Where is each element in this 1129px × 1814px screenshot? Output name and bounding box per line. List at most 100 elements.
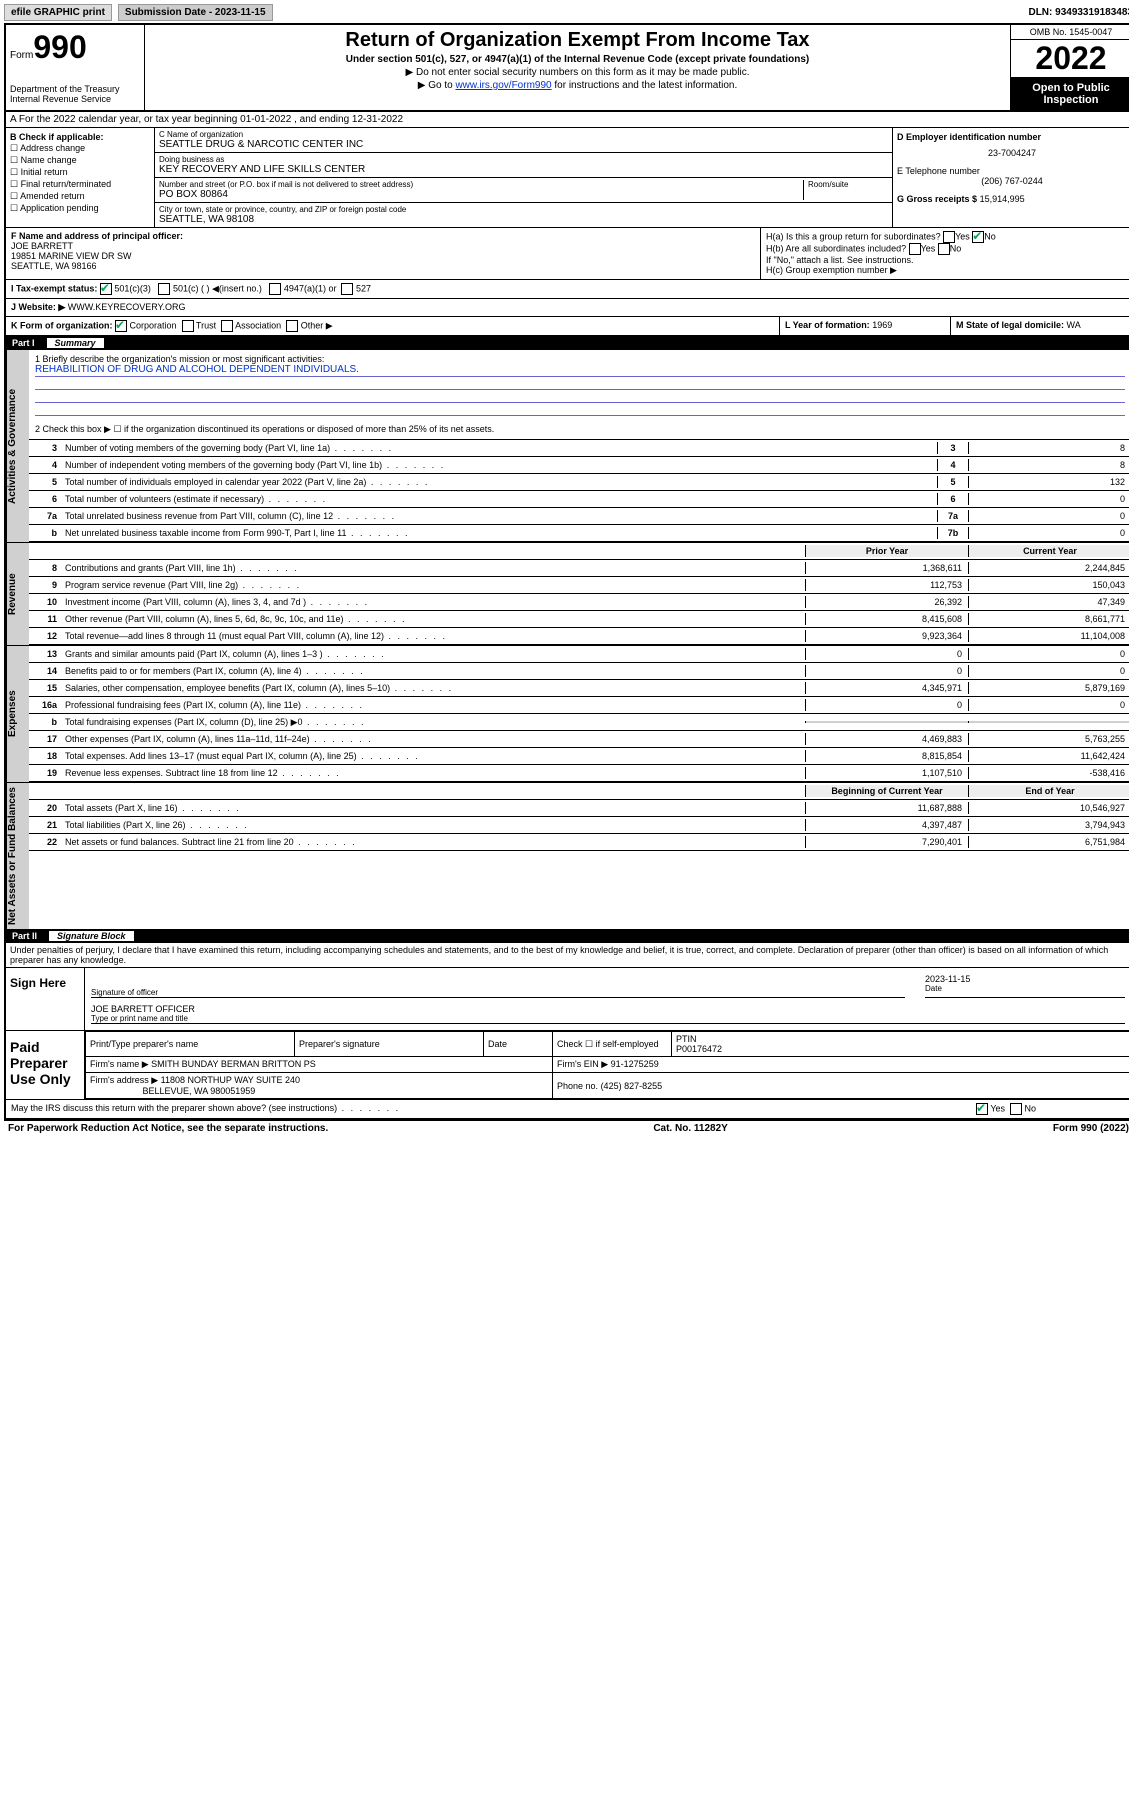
efile-print-button[interactable]: efile GRAPHIC print <box>4 4 112 21</box>
discuss-yes[interactable] <box>976 1103 988 1115</box>
sign-here-label: Sign Here <box>6 968 85 1030</box>
discuss-no[interactable] <box>1010 1103 1022 1115</box>
website-label: J Website: ▶ <box>11 302 65 312</box>
chk-trust[interactable] <box>182 320 194 332</box>
paid-h3: Date <box>484 1032 553 1057</box>
header-left: Form990 Department of the Treasury Inter… <box>6 25 145 110</box>
irs-link[interactable]: www.irs.gov/Form990 <box>455 80 551 91</box>
rev-row-11: 11Other revenue (Part VIII, column (A), … <box>29 611 1129 628</box>
chk-4947[interactable] <box>269 283 281 295</box>
gross-value: 15,914,995 <box>980 194 1025 204</box>
dba-label: Doing business as <box>159 155 888 164</box>
paid-table: Print/Type preparer's name Preparer's si… <box>85 1031 1129 1099</box>
ein-label: D Employer identification number <box>897 132 1127 142</box>
tax-year: 2022 <box>1011 40 1129 78</box>
exp-section: Expenses 13Grants and similar amounts pa… <box>6 645 1129 782</box>
phone-label: Phone no. <box>557 1081 598 1091</box>
exp-row-13: 13Grants and similar amounts paid (Part … <box>29 646 1129 663</box>
paid-h4-check: Check ☐ if self-employed <box>553 1032 672 1057</box>
mission-block: 1 Briefly describe the organization's mi… <box>29 350 1129 420</box>
hb-no[interactable] <box>938 243 950 255</box>
chk-app-pending[interactable]: ☐ Application pending <box>10 203 150 214</box>
form-container: Form990 Department of the Treasury Inter… <box>4 23 1129 1121</box>
sign-here-block: Sign Here Signature of officer 2023-11-1… <box>6 968 1129 1031</box>
sig-name-label: Type or print name and title <box>91 1014 1125 1023</box>
officer-label: F Name and address of principal officer: <box>11 231 755 241</box>
part1-num: Part I <box>12 338 35 348</box>
row-f-h: F Name and address of principal officer:… <box>6 228 1129 280</box>
penalties-text: Under penalties of perjury, I declare th… <box>6 943 1129 968</box>
rev-header-row: Prior Year Current Year <box>29 543 1129 560</box>
ha-yes[interactable] <box>943 231 955 243</box>
paid-label: Paid Preparer Use Only <box>6 1031 85 1099</box>
line2-discontinued: 2 Check this box ▶ ☐ if the organization… <box>29 420 1129 440</box>
rev-row-9: 9Program service revenue (Part VIII, lin… <box>29 577 1129 594</box>
firm-addr-label: Firm's address ▶ <box>90 1075 158 1085</box>
vtab-exp: Expenses <box>6 646 29 782</box>
chk-501c[interactable] <box>158 283 170 295</box>
col-b-label: B Check if applicable: <box>10 132 150 142</box>
part2-title: Signature Block <box>49 931 134 941</box>
exp-row-17: 17Other expenses (Part IX, column (A), l… <box>29 731 1129 748</box>
chk-527[interactable] <box>341 283 353 295</box>
net-header-row: Beginning of Current Year End of Year <box>29 783 1129 800</box>
vtab-net: Net Assets or Fund Balances <box>6 783 29 929</box>
row-i-tax-status: I Tax-exempt status: 501(c)(3) 501(c) ( … <box>6 280 1129 299</box>
website-url[interactable]: WWW.KEYRECOVERY.ORG <box>68 302 186 312</box>
chk-corp[interactable] <box>115 320 127 332</box>
form-number: 990 <box>33 29 86 65</box>
chk-address-change[interactable]: ☐ Address change <box>10 143 150 154</box>
rev-row-8: 8Contributions and grants (Part VIII, li… <box>29 560 1129 577</box>
gov-row-6: 6Total number of volunteers (estimate if… <box>29 491 1129 508</box>
sig-officer-name: JOE BARRETT OFFICER <box>91 1004 1125 1014</box>
dln-number: DLN: 93493319183483 <box>1028 7 1129 18</box>
part1-title: Summary <box>47 338 104 348</box>
gov-section: Activities & Governance 1 Briefly descri… <box>6 350 1129 542</box>
gov-row-4: 4Number of independent voting members of… <box>29 457 1129 474</box>
net-row-21: 21Total liabilities (Part X, line 26)4,3… <box>29 817 1129 834</box>
chk-other[interactable] <box>286 320 298 332</box>
ha-no[interactable] <box>972 231 984 243</box>
chk-amended[interactable]: ☐ Amended return <box>10 191 150 202</box>
vtab-gov: Activities & Governance <box>6 350 29 542</box>
paid-preparer-block: Paid Preparer Use Only Print/Type prepar… <box>6 1031 1129 1100</box>
chk-initial-return[interactable]: ☐ Initial return <box>10 167 150 178</box>
year-form-label: L Year of formation: <box>785 320 870 330</box>
firm-addr1: 11808 NORTHUP WAY SUITE 240 <box>161 1075 300 1085</box>
chk-final-return[interactable]: ☐ Final return/terminated <box>10 179 150 190</box>
chk-501c3[interactable] <box>100 283 112 295</box>
exp-row-16a: 16aProfessional fundraising fees (Part I… <box>29 697 1129 714</box>
page-footer: For Paperwork Reduction Act Notice, see … <box>4 1121 1129 1136</box>
form-header: Form990 Department of the Treasury Inter… <box>6 25 1129 112</box>
footer-left: For Paperwork Reduction Act Notice, see … <box>8 1123 328 1134</box>
mission-line4 <box>35 403 1125 416</box>
omb-number: OMB No. 1545-0047 <box>1011 25 1129 40</box>
org-name: SEATTLE DRUG & NARCOTIC CENTER INC <box>159 139 888 150</box>
form-subtitle: Under section 501(c), 527, or 4947(a)(1)… <box>149 54 1006 65</box>
mission-label: 1 Briefly describe the organization's mi… <box>35 354 1125 364</box>
state-label: M State of legal domicile: <box>956 320 1064 330</box>
ssn-note: ▶ Do not enter social security numbers o… <box>149 67 1006 78</box>
discuss-row: May the IRS discuss this return with the… <box>6 1100 1129 1119</box>
mission-text: REHABILITION OF DRUG AND ALCOHOL DEPENDE… <box>35 364 1125 377</box>
hb-note: If "No," attach a list. See instructions… <box>766 255 1126 265</box>
city-label: City or town, state or province, country… <box>159 205 888 214</box>
row-klm: K Form of organization: Corporation Trus… <box>6 317 1129 336</box>
part2-header: Part II Signature Block <box>6 929 1129 943</box>
form-title: Return of Organization Exempt From Incom… <box>149 29 1006 52</box>
sig-date: 2023-11-15 <box>925 974 1125 984</box>
hb-yes[interactable] <box>909 243 921 255</box>
ptin-val: P00176472 <box>676 1044 722 1054</box>
chk-name-change[interactable]: ☐ Name change <box>10 155 150 166</box>
state-val: WA <box>1067 320 1081 330</box>
firm-name: SMITH BUNDAY BERMAN BRITTON PS <box>151 1059 316 1069</box>
opt-4947: 4947(a)(1) or <box>284 283 337 293</box>
hdr-begin: Beginning of Current Year <box>805 785 968 797</box>
net-section: Net Assets or Fund Balances Beginning of… <box>6 782 1129 929</box>
exp-row-19: 19Revenue less expenses. Subtract line 1… <box>29 765 1129 782</box>
vtab-rev: Revenue <box>6 543 29 645</box>
chk-assoc[interactable] <box>221 320 233 332</box>
phone-val: (425) 827-8255 <box>601 1081 663 1091</box>
part1-header: Part I Summary <box>6 336 1129 350</box>
city-state-zip: SEATTLE, WA 98108 <box>159 214 888 225</box>
